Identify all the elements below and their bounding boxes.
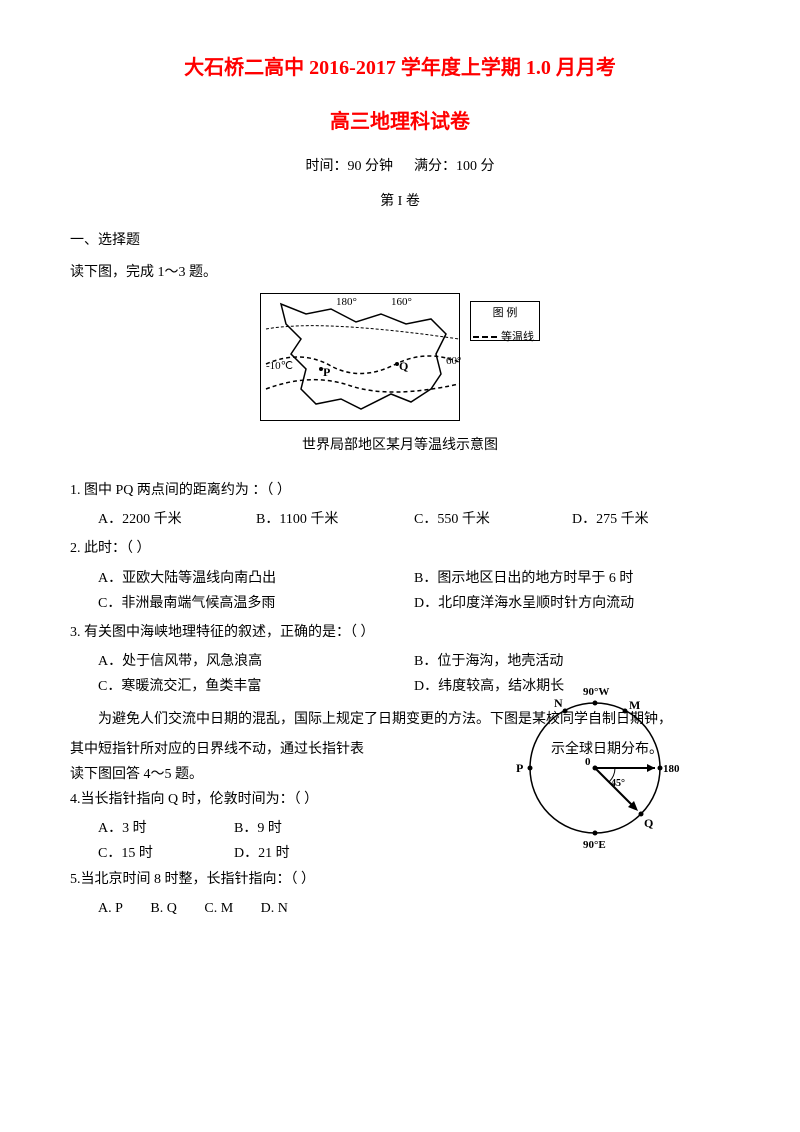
exam-score: 满分：100 分 — [414, 159, 495, 174]
q4-c: C．15 时 — [98, 841, 234, 866]
q3-stem: 3. 有关图中海峡地理特征的叙述，正确的是：（ ） — [70, 620, 730, 645]
volume: 第 I 卷 — [70, 189, 730, 214]
para2-line2a: 其中短指针所对应的日界线不动，通过长指针表 — [70, 742, 364, 757]
figure-2: 90°W 180° 90°E P N M Q 0 45° — [510, 683, 680, 853]
map-point-p: P — [323, 365, 330, 379]
q5-d: D. N — [261, 896, 288, 921]
q2-options: A．亚欧大陆等温线向南凸出 B．图示地区日出的地方时早于 6 时 C．非洲最南端… — [70, 566, 730, 616]
legend-item-label: 等温线 — [501, 328, 534, 348]
q2-a: A．亚欧大陆等温线向南凸出 — [98, 566, 414, 591]
q3-c: C．寒暖流交汇，鱼类丰富 — [98, 674, 414, 699]
q2-stem: 2. 此时：（ ） — [70, 536, 730, 561]
exam-time: 时间：90 分钟 — [306, 159, 394, 174]
map-lon-180: 180° — [336, 296, 357, 308]
q2-d: D．北印度洋海水呈顺时针方向流动 — [414, 591, 730, 616]
q4-b: B．9 时 — [234, 816, 370, 841]
figure-1: 180° 160° -10℃ 60° P Q 图 例 等温线 — [260, 293, 540, 423]
figure-1-caption: 世界局部地区某月等温线示意图 — [70, 433, 730, 458]
q1-stem: 1. 图中 PQ 两点间的距离约为 ：（ ） — [70, 478, 730, 503]
instruction-1: 读下图，完成 1～3 题。 — [70, 260, 730, 285]
q1-c: C．550 千米 — [414, 507, 572, 532]
title-sub: 高三地理科试卷 — [70, 104, 730, 140]
f2-bottom: 90°E — [583, 839, 606, 851]
q1-options: A．2200 千米 B．1100 千米 C．550 千米 D．275 千米 — [70, 507, 730, 532]
f2-m: M — [629, 698, 640, 712]
f2-left: P — [516, 761, 523, 775]
q5-a: A. P — [98, 896, 123, 921]
section-choice-title: 一、选择题 — [70, 228, 730, 253]
map-lat-60: 60° — [446, 355, 461, 367]
map-temp: -10℃ — [266, 360, 293, 372]
q4-options: A．3 时 B．9 时 C．15 时 D．21 时 — [70, 816, 370, 866]
f2-right: 180° — [663, 763, 680, 775]
q4-a: A．3 时 — [98, 816, 234, 841]
q5-options: A. P B. Q C. M D. N — [70, 896, 730, 921]
f2-top: 90°W — [583, 686, 609, 698]
figure-1-container: 180° 160° -10℃ 60° P Q 图 例 等温线 — [70, 293, 730, 423]
q1-d: D．275 千米 — [572, 507, 730, 532]
f2-zero: 0 — [585, 756, 591, 768]
q5-stem: 5.当北京时间 8 时整，长指针指向：（ ） — [70, 867, 730, 892]
f2-n: N — [554, 696, 563, 710]
legend-box: 图 例 等温线 — [470, 301, 540, 341]
legend-title: 图 例 — [473, 304, 537, 324]
title-main: 大石桥二高中 2016-2017 学年度上学期 1.0 月月考 — [70, 50, 730, 86]
map-lon-160: 160° — [391, 296, 412, 308]
f2-q: Q — [644, 816, 653, 830]
f2-angle: 45° — [611, 778, 625, 789]
q2-c: C．非洲最南端气候高温多雨 — [98, 591, 414, 616]
q1-a: A．2200 千米 — [98, 507, 256, 532]
q1-b: B．1100 千米 — [256, 507, 414, 532]
map-box: 180° 160° -10℃ 60° P Q — [260, 293, 460, 421]
q2-b: B．图示地区日出的地方时早于 6 时 — [414, 566, 730, 591]
q5-b: B. Q — [150, 896, 176, 921]
q4-d: D．21 时 — [234, 841, 370, 866]
exam-info: 时间：90 分钟 满分：100 分 — [70, 154, 730, 179]
q3-a: A．处于信风带，风急浪高 — [98, 649, 414, 674]
q5-c: C. M — [204, 896, 233, 921]
map-point-q: Q — [399, 359, 408, 373]
q3-b: B．位于海沟，地壳活动 — [414, 649, 730, 674]
legend-dash-icon — [473, 336, 497, 338]
